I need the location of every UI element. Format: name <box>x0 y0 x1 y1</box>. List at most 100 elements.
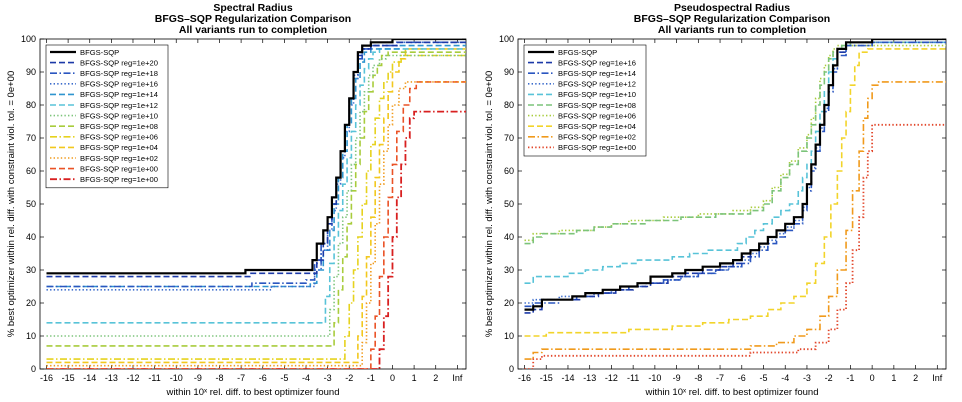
legend-entry: BFGS-SQP <box>558 48 597 57</box>
legend-entry: BFGS-SQP reg=1e+00 <box>80 164 158 173</box>
x-axis-label: within 10ˣ rel. diff. to best optimizer … <box>166 387 340 398</box>
series-line <box>46 39 466 275</box>
y-tick-label: 30 <box>26 265 36 275</box>
series-line <box>524 48 946 337</box>
x-tick-label: -8 <box>694 373 702 383</box>
series-line <box>46 110 466 369</box>
x-tick-label: -13 <box>105 373 118 383</box>
chart-title-line: BFGS–SQP Regularization Comparison <box>634 13 830 25</box>
y-tick-label: 60 <box>26 166 36 176</box>
x-tick-label: -5 <box>280 373 288 383</box>
legend-entry: BFGS-SQP reg=1e+02 <box>80 154 158 163</box>
series-line <box>46 51 466 347</box>
legend-entry: BFGS-SQP reg=1e+12 <box>80 101 158 110</box>
legend-entry: BFGS-SQP reg=1e+04 <box>80 143 158 152</box>
x-tick-label: Inf <box>452 373 463 383</box>
x-tick-label: -2 <box>345 373 353 383</box>
y-axis-label: % best optimizer within rel. diff. with … <box>484 71 495 337</box>
x-tick-label: -7 <box>237 373 245 383</box>
series-group <box>46 39 466 369</box>
legend-box <box>45 44 169 189</box>
y-tick-label: 70 <box>26 133 36 143</box>
x-tick-label: 2 <box>913 373 918 383</box>
y-tick-label: 0 <box>31 364 36 374</box>
x-axis-label: within 10ˣ rel. diff. to best optimizer … <box>645 387 819 398</box>
x-tick-label: -15 <box>540 373 553 383</box>
y-tick-label: 50 <box>504 199 514 209</box>
x-tick-label: -1 <box>846 373 854 383</box>
x-tick-label: -12 <box>126 373 139 383</box>
x-tick-label: -6 <box>259 373 267 383</box>
x-tick-label: 1 <box>891 373 896 383</box>
x-tick-label: -12 <box>605 373 618 383</box>
legend-entry: BFGS-SQP reg=1e+00 <box>558 143 636 152</box>
y-tick-label: 100 <box>499 34 514 44</box>
y-tick-label: 30 <box>504 265 514 275</box>
x-tick-label: -7 <box>716 373 724 383</box>
series-line <box>46 44 466 288</box>
series-line <box>46 48 466 364</box>
y-tick-label: 70 <box>504 133 514 143</box>
series-group <box>524 39 946 369</box>
series-line <box>524 41 946 308</box>
y-tick-label: 10 <box>26 331 36 341</box>
series-line <box>524 81 946 360</box>
y-tick-label: 10 <box>504 331 514 341</box>
legend-entry: BFGS-SQP reg=1e+02 <box>558 133 636 142</box>
legend-entry: BFGS-SQP reg=1e+04 <box>558 122 636 131</box>
series-line <box>524 39 946 311</box>
chart-title-line: Spectral Radius <box>213 2 293 14</box>
legend-entry: BFGS-SQP reg=1e+16 <box>80 80 158 89</box>
chart-title-line: BFGS–SQP Regularization Comparison <box>155 13 351 25</box>
x-tick-label: -4 <box>781 373 789 383</box>
y-tick-label: 80 <box>504 100 514 110</box>
series-line <box>46 54 466 360</box>
x-tick-label: -5 <box>759 373 767 383</box>
y-tick-label: 80 <box>26 100 36 110</box>
legend-entry: BFGS-SQP reg=1e+08 <box>558 101 636 110</box>
x-tick-label: -6 <box>738 373 746 383</box>
series-line <box>46 81 466 369</box>
x-tick-label: Inf <box>932 373 943 383</box>
series-line <box>46 48 466 324</box>
x-tick-label: -16 <box>518 373 531 383</box>
chart-title-line: All variants run to completion <box>658 24 806 36</box>
x-tick-label: -1 <box>367 373 375 383</box>
y-tick-label: 100 <box>21 34 36 44</box>
x-tick-label: -10 <box>648 373 661 383</box>
legend-entry: BFGS-SQP reg=1e+08 <box>80 122 158 131</box>
series-line <box>46 54 466 337</box>
x-tick-label: -10 <box>170 373 183 383</box>
y-tick-label: 40 <box>26 232 36 242</box>
x-tick-label: -13 <box>583 373 596 383</box>
legend-entry: BFGS-SQP reg=1e+14 <box>558 69 636 78</box>
x-tick-label: -9 <box>673 373 681 383</box>
x-tick-label: -11 <box>148 373 160 383</box>
legend-entry: BFGS-SQP reg=1e+14 <box>80 90 158 99</box>
legend-entry: BFGS-SQP reg=1e+10 <box>80 111 158 120</box>
series-line <box>524 39 946 314</box>
y-tick-label: 40 <box>504 232 514 242</box>
x-tick-label: -4 <box>302 373 310 383</box>
y-tick-label: 20 <box>504 298 514 308</box>
y-tick-label: 0 <box>509 364 514 374</box>
x-tick-label: -9 <box>194 373 202 383</box>
x-tick-label: 0 <box>390 373 395 383</box>
legend-entry: BFGS-SQP reg=1e+10 <box>558 90 636 99</box>
legend-entry: BFGS-SQP reg=1e+16 <box>558 58 636 67</box>
x-tick-label: -2 <box>825 373 833 383</box>
x-tick-label: -8 <box>215 373 223 383</box>
legend-entry: BFGS-SQP reg=1e+12 <box>558 80 636 89</box>
y-tick-label: 90 <box>504 67 514 77</box>
x-tick-label: -14 <box>561 373 574 383</box>
series-line <box>524 123 946 369</box>
y-tick-label: 60 <box>504 166 514 176</box>
y-tick-label: 90 <box>26 67 36 77</box>
x-tick-label: -14 <box>83 373 96 383</box>
x-tick-label: 0 <box>870 373 875 383</box>
